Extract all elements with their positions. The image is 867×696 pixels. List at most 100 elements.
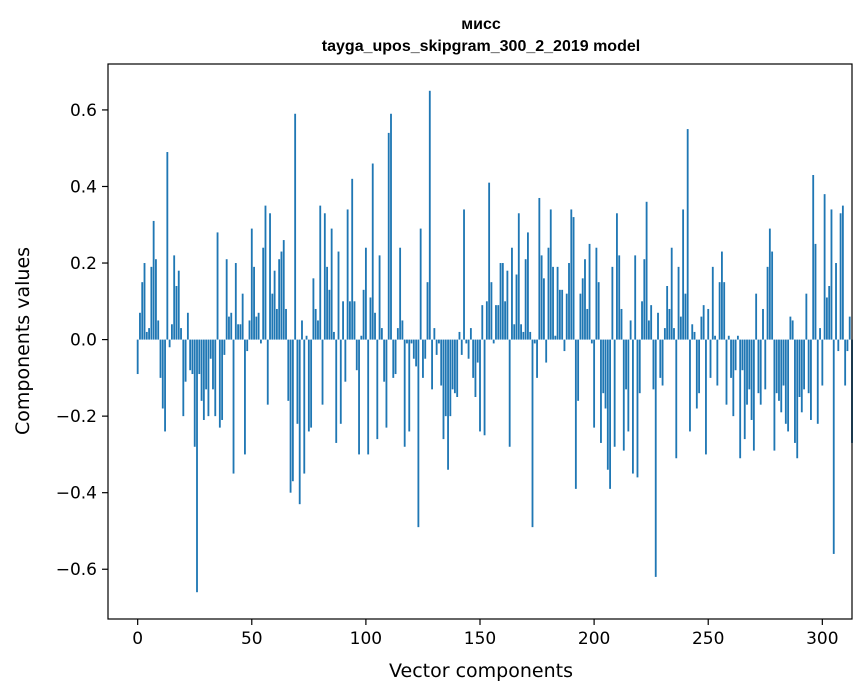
- bar-90: [342, 301, 344, 340]
- bar-222: [643, 259, 646, 340]
- x-axis: 0 50 100 150 200 250 300: [132, 619, 839, 649]
- bar-118: [406, 339, 408, 344]
- bar-110: [387, 132, 390, 340]
- bar-59: [271, 293, 274, 340]
- bar-281: [778, 339, 780, 401]
- bar-150: [479, 339, 481, 432]
- bar-105: [376, 339, 379, 440]
- bar-291: [800, 339, 803, 413]
- bar-217: [632, 339, 634, 474]
- bar-10: [159, 339, 162, 378]
- bar-310: [844, 339, 847, 386]
- bar-5: [148, 328, 150, 340]
- bar-201: [595, 247, 598, 340]
- bar-215: [627, 339, 630, 432]
- bar-191: [572, 217, 575, 340]
- y-tick-label: −0.6: [56, 560, 97, 580]
- bar-256: [721, 251, 723, 340]
- bar-219: [636, 339, 639, 478]
- bar-144: [465, 339, 468, 344]
- bar-190: [570, 209, 573, 340]
- plot-frame: [107, 63, 853, 620]
- y-tick-label: 0.6: [70, 101, 97, 121]
- bar-252: [711, 266, 714, 340]
- bar-230: [661, 339, 664, 386]
- bar-77: [312, 278, 315, 340]
- bar-228: [657, 312, 659, 340]
- bar-257: [723, 282, 726, 340]
- bar-60: [273, 270, 276, 340]
- bar-126: [424, 339, 427, 359]
- bar-38: [223, 339, 226, 355]
- bar-286: [789, 316, 792, 340]
- bar-156: [492, 339, 495, 344]
- bar-146: [469, 328, 472, 340]
- bar-107: [380, 328, 383, 340]
- bar-40: [228, 316, 230, 340]
- bar-276: [766, 266, 769, 340]
- bar-242: [689, 339, 691, 432]
- bar-97: [358, 339, 360, 455]
- bar-35: [216, 232, 219, 340]
- bar-119: [408, 339, 411, 432]
- y-tick-label: −0.2: [56, 407, 97, 427]
- x-tick-label: 150: [464, 629, 496, 649]
- bar-138: [451, 339, 454, 390]
- bar-20: [182, 339, 185, 417]
- bar-153: [485, 301, 488, 340]
- bar-265: [741, 339, 744, 371]
- bar-124: [419, 228, 422, 340]
- bar-165: [513, 324, 516, 340]
- bar-58: [269, 213, 271, 340]
- bar-296: [812, 175, 815, 340]
- bar-67: [289, 339, 292, 493]
- bar-160: [501, 263, 504, 340]
- bar-142: [460, 339, 463, 355]
- bar-236: [675, 339, 678, 459]
- bar-271: [755, 293, 758, 340]
- bar-212: [620, 308, 623, 340]
- bar-274: [762, 308, 764, 340]
- x-tick-label: 100: [350, 629, 382, 649]
- bar-177: [540, 255, 543, 340]
- bar-9: [157, 320, 160, 340]
- bar-15: [170, 324, 173, 340]
- bar-166: [515, 274, 518, 340]
- bar-76: [310, 339, 313, 428]
- x-tick-label: 250: [692, 629, 724, 649]
- bar-22: [186, 312, 189, 340]
- bar-305: [832, 339, 835, 554]
- bar-123: [417, 339, 420, 528]
- bar-89: [339, 339, 342, 424]
- bar-96: [355, 339, 358, 371]
- bar-159: [499, 263, 502, 340]
- bar-4: [145, 331, 148, 340]
- bar-29: [202, 339, 205, 420]
- bar-211: [618, 255, 621, 340]
- bar-199: [590, 339, 593, 344]
- bar-28: [200, 339, 203, 401]
- x-axis-label: Vector components: [389, 660, 573, 682]
- bar-64: [282, 240, 285, 340]
- bar-2: [141, 282, 144, 340]
- bar-179: [545, 339, 548, 363]
- bar-202: [597, 282, 600, 340]
- bar-309: [841, 205, 844, 340]
- x-tick-label: 50: [241, 629, 263, 649]
- bar-306: [835, 263, 837, 340]
- bar-69: [294, 113, 297, 340]
- bar-57: [266, 339, 269, 405]
- y-axis: −0.6 −0.4 −0.2 0.0 0.2 0.4 0.6: [56, 101, 108, 580]
- bar-269: [750, 339, 753, 420]
- bar-270: [752, 339, 755, 451]
- bar-136: [447, 339, 449, 470]
- bar-68: [291, 339, 294, 482]
- bar-234: [670, 247, 673, 340]
- bar-180: [547, 247, 550, 340]
- bar-25: [193, 339, 196, 447]
- bar-312: [848, 316, 851, 340]
- bar-239: [682, 209, 685, 340]
- chart-subtitle: tayga_upos_skipgram_300_2_2019 model: [322, 38, 640, 55]
- bar-101: [367, 339, 370, 455]
- bar-171: [527, 232, 529, 340]
